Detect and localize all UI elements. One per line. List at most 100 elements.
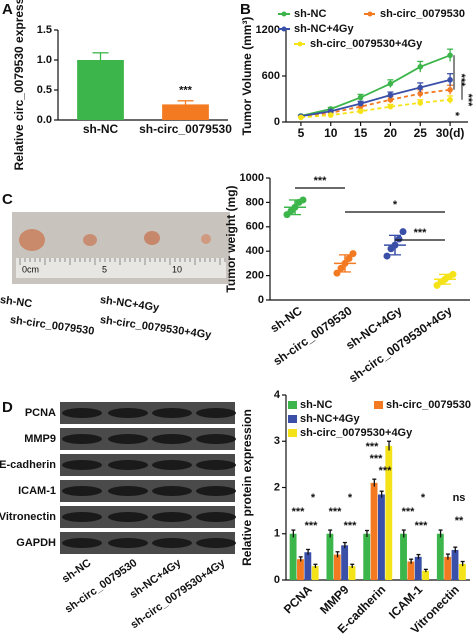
y-axis-label: Tumor Volume (mm³): [240, 17, 254, 136]
bar: [162, 104, 209, 120]
legend-label: sh-NC: [294, 8, 326, 20]
error-bar: [335, 551, 340, 558]
error-bar: [453, 546, 458, 553]
bar: [326, 533, 334, 580]
bar: [422, 570, 430, 580]
point: [449, 270, 457, 278]
blot-band: [152, 460, 192, 470]
series-line: [300, 88, 451, 118]
legend-swatch: [288, 429, 297, 437]
legend-marker: [367, 11, 373, 17]
tumor: [83, 234, 97, 246]
panel-letter: A: [2, 1, 13, 18]
point: [299, 196, 307, 204]
legend-label: sh-NC+4Gy: [300, 413, 360, 425]
x-tick-label: 15: [354, 126, 368, 140]
annotation: ***: [415, 520, 429, 532]
blot-band: [62, 512, 102, 522]
x-tick-label: MMP9: [317, 582, 352, 617]
y-tick-label: 4: [274, 389, 281, 401]
annotation: *: [449, 112, 461, 117]
blot-band: [62, 538, 102, 548]
y-axis-label: Relative circ_0079530 expression: [12, 0, 26, 170]
legend-label: sh-NC: [300, 399, 332, 411]
blot-band: [196, 408, 236, 418]
annotation: *: [393, 199, 398, 211]
panel-letter: C: [2, 191, 13, 208]
legend-label: sh-circ_0079530+4Gy: [300, 427, 413, 439]
error-bar: [401, 529, 406, 538]
point: [337, 264, 345, 272]
photo-label: sh-circ_0079530: [9, 314, 95, 338]
bar: [363, 533, 371, 580]
x-tick-label: 20: [384, 126, 398, 140]
blot-band: [196, 486, 236, 496]
bar: [414, 556, 422, 580]
y-tick-label: 0.0: [37, 114, 52, 126]
blot-band: [108, 408, 148, 418]
bar: [458, 563, 466, 580]
error-bar: [423, 568, 428, 573]
annotation: ***: [462, 94, 474, 108]
error-bar: [364, 529, 369, 537]
blot-band: [152, 512, 192, 522]
point: [417, 90, 424, 97]
blot-band: [152, 538, 192, 548]
annotation: ***: [455, 74, 467, 88]
annotation: ***: [414, 227, 428, 239]
annotation: **: [455, 515, 464, 527]
ruler-label: 10: [172, 264, 182, 274]
photo-label: sh-NC: [0, 294, 33, 310]
bar: [311, 566, 319, 580]
protein-label: MMP9: [24, 433, 56, 445]
legend-swatch: [288, 415, 297, 423]
panel-letter: B: [240, 1, 251, 18]
photo: [12, 212, 230, 284]
point: [387, 96, 394, 103]
x-tick-label: sh-NC: [268, 303, 305, 335]
error-bar: [416, 553, 421, 560]
point: [357, 100, 364, 107]
error-bar: [389, 235, 401, 256]
annotation: ***: [179, 85, 193, 97]
annotation: ***: [370, 453, 384, 465]
bar: [436, 533, 444, 580]
legend-label: sh-NC+4Gy: [294, 23, 354, 35]
error-bar: [439, 274, 451, 285]
bar: [297, 559, 304, 580]
annotation: ns: [453, 492, 466, 504]
error-bar: [409, 558, 414, 564]
legend-label: sh-circ_0079530: [380, 8, 465, 20]
legend-swatch: [374, 401, 383, 409]
point: [417, 64, 424, 70]
bar: [304, 552, 312, 580]
blot-band: [108, 460, 148, 470]
y-tick-label: 3: [274, 435, 280, 447]
bar: [289, 533, 297, 580]
blot-band: [62, 486, 102, 496]
annotation: ***: [344, 520, 358, 532]
y-axis-label: Relative protein expression: [240, 409, 254, 566]
lane-label: sh-NC: [60, 557, 93, 585]
bar: [333, 554, 341, 580]
blot-band: [152, 434, 192, 444]
y-tick-label: 0.5: [37, 84, 52, 96]
point: [447, 52, 453, 59]
point: [417, 100, 424, 106]
annotation: ***: [305, 520, 319, 532]
bar: [77, 60, 124, 120]
point: [387, 92, 394, 98]
point: [447, 77, 453, 83]
point: [387, 80, 394, 87]
annotation: *: [421, 492, 426, 504]
y-tick-label: 600: [246, 221, 264, 233]
error-bar: [306, 548, 311, 556]
tumor: [144, 231, 160, 245]
y-tick-label: 2: [274, 481, 280, 493]
blot-band: [196, 434, 236, 444]
blot-band: [108, 486, 148, 496]
series-line: [300, 54, 451, 117]
photo-label: sh-circ_0079530+4Gy: [99, 314, 213, 342]
blot-band: [108, 434, 148, 444]
error-bar: [289, 199, 301, 216]
